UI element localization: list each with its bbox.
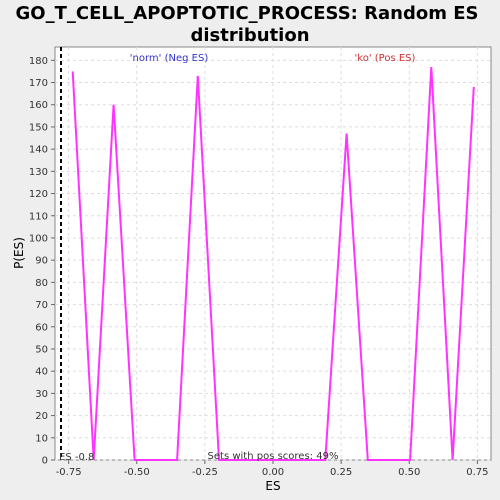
grid <box>55 47 491 461</box>
x-tick-label: -0.25 <box>192 467 218 478</box>
x-tick-label: 0.00 <box>262 467 284 478</box>
y-tick-label: 70 <box>35 300 48 311</box>
x-axis-label: ES <box>265 479 280 493</box>
x-tick-label: 0.50 <box>398 467 420 478</box>
y-tick-label: 80 <box>35 278 48 289</box>
y-tick-label: 0 <box>42 456 48 467</box>
y-tick-label: 20 <box>35 411 48 422</box>
y-tick-label: 40 <box>35 367 48 378</box>
sets-pos-scores-annotation: Sets with pos scores: 49% <box>208 451 339 462</box>
es-value-annotation: ES -0.8 <box>59 452 94 463</box>
x-tick-label: 0.75 <box>466 467 488 478</box>
x-tick-label: -0.50 <box>124 467 150 478</box>
y-tick-label: 90 <box>35 256 48 267</box>
neg-es-annotation: 'norm' (Neg ES) <box>130 53 209 64</box>
y-axis-label: P(ES) <box>12 237 26 269</box>
y-tick-label: 50 <box>35 344 48 355</box>
y-tick-label: 60 <box>35 322 48 333</box>
y-tick-label: 130 <box>29 167 48 178</box>
chart-title-line-2: distribution <box>190 25 309 46</box>
chart-title-line-1: GO_T_CELL_APOPTOTIC_PROCESS: Random ES <box>16 3 479 24</box>
y-tick-label: 160 <box>29 100 48 111</box>
y-tick-label: 100 <box>29 233 48 244</box>
x-tick-label: -0.75 <box>56 467 82 478</box>
y-axis-ticks: 0 10 20 30 40 50 60 70 80 90 100 110 120 130 140 150 160… <box>29 56 55 467</box>
series-group <box>71 66 475 461</box>
y-tick-label: 140 <box>29 145 48 156</box>
y-tick-label: 10 <box>35 433 48 444</box>
x-axis-ticks: -0.75 -0.50 -0.25 0.00 0.25 0.50 0.75 <box>56 460 489 478</box>
y-tick-label: 120 <box>29 189 48 200</box>
y-tick-label: 110 <box>29 211 48 222</box>
y-tick-label: 30 <box>35 389 48 400</box>
density-series-line <box>71 66 475 461</box>
y-tick-label: 170 <box>29 78 48 89</box>
y-tick-label: 180 <box>29 56 48 67</box>
pos-es-annotation: 'ko' (Pos ES) <box>355 53 416 64</box>
y-tick-label: 150 <box>29 122 48 133</box>
x-tick-label: 0.25 <box>330 467 352 478</box>
